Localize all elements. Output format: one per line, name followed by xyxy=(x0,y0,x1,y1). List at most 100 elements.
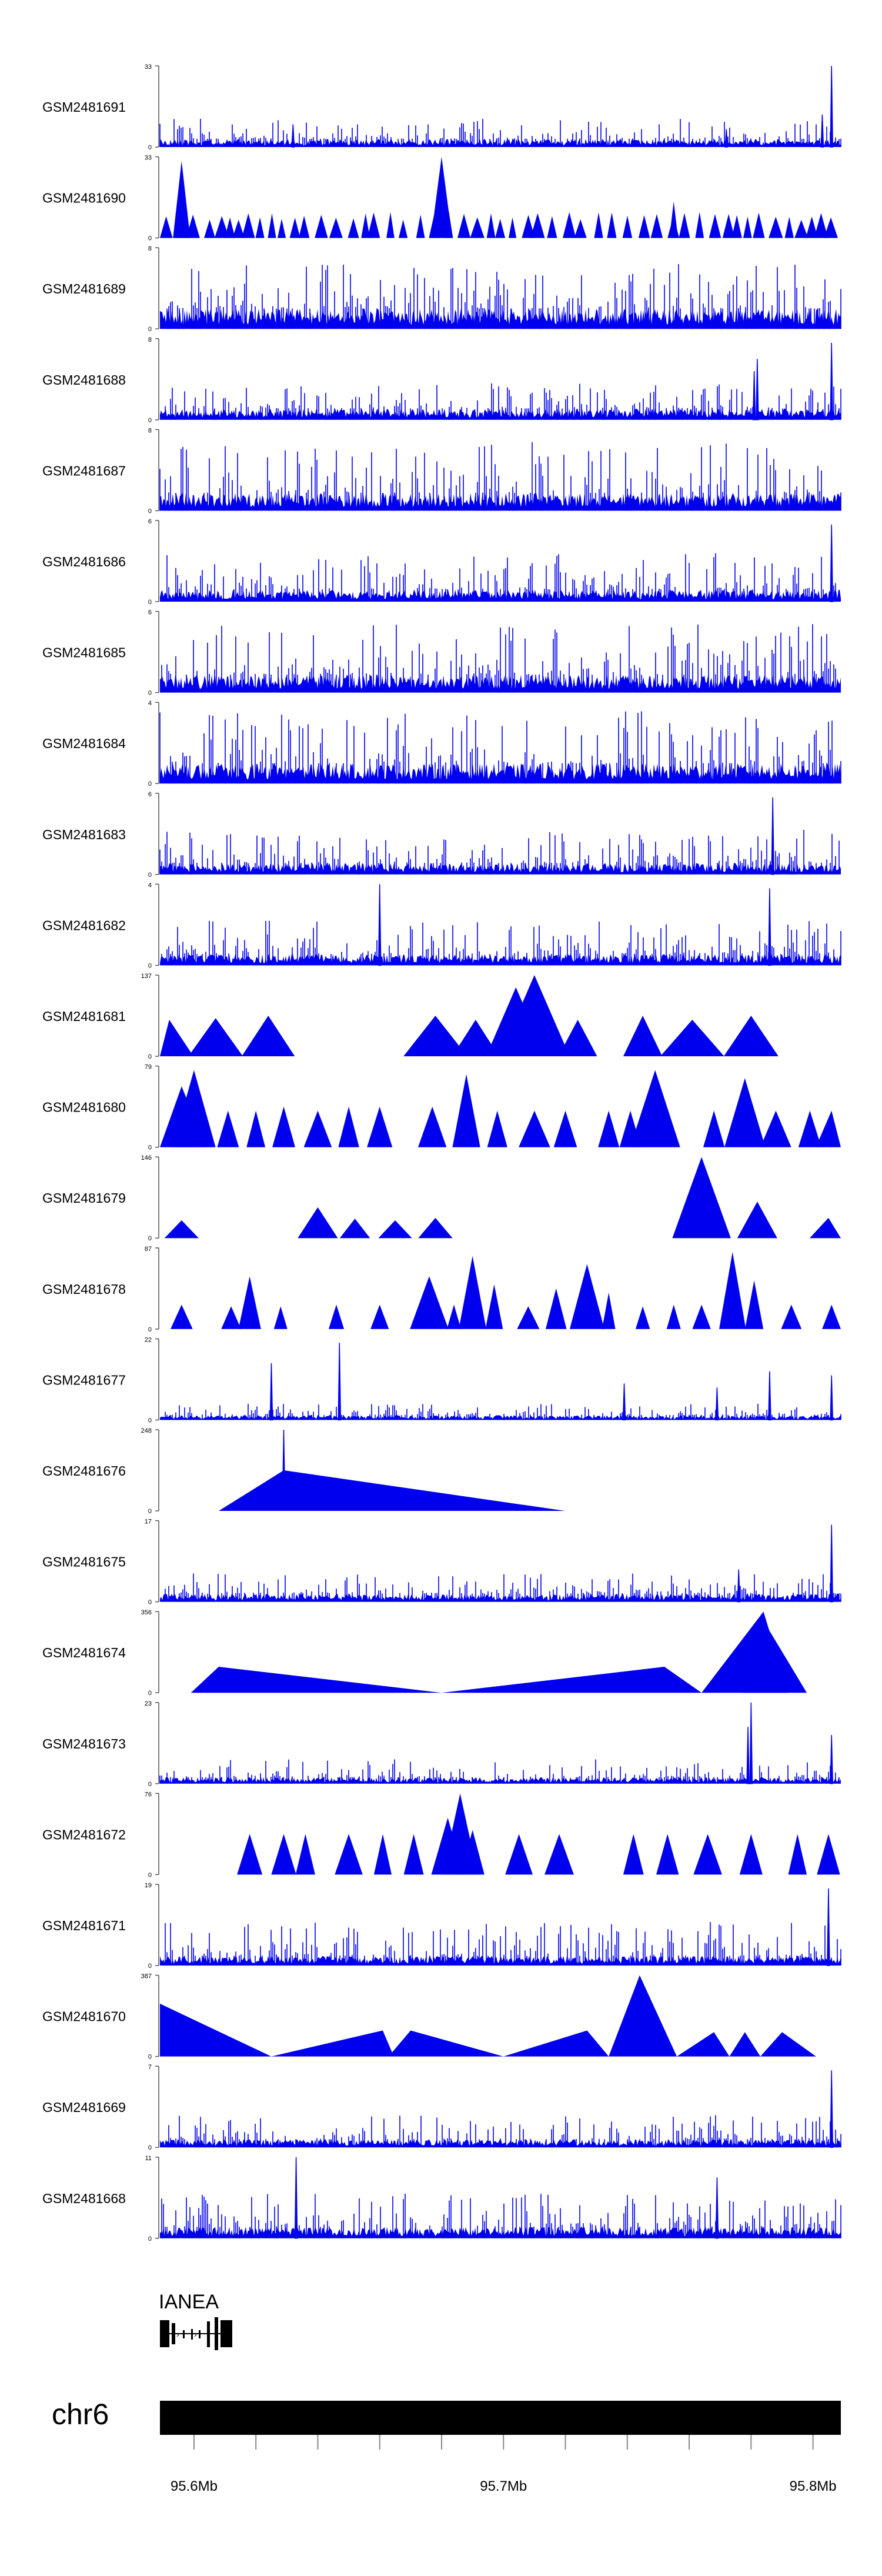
y-max-label: 146 xyxy=(141,1154,152,1162)
y-min-label: 0 xyxy=(148,2235,152,2243)
track-label: GSM2481676 xyxy=(42,1463,126,1479)
coverage-peak xyxy=(703,1110,725,1147)
track-GSM2481683: GSM2481683 6 0 xyxy=(42,791,841,879)
coverage-peak xyxy=(715,1387,719,1421)
y-max-label: 6 xyxy=(148,518,152,525)
coverage-peak xyxy=(558,1019,597,1056)
coverage-peak xyxy=(204,219,216,238)
coverage-spike xyxy=(762,1618,765,1665)
coverage-spikes xyxy=(161,920,841,966)
gene-exon-8 xyxy=(220,2320,232,2347)
gene-exon-1 xyxy=(160,2320,169,2347)
coverage-peak xyxy=(517,1306,540,1329)
coverage-peak xyxy=(410,1276,449,1329)
track-label: GSM2481679 xyxy=(42,1190,126,1206)
track-label: GSM2481688 xyxy=(42,372,126,388)
coverage-peak xyxy=(328,1304,345,1329)
coverage-peak xyxy=(623,1016,663,1056)
coverage-peak xyxy=(635,1306,650,1329)
coverage-peak xyxy=(830,1734,833,1784)
y-min-label: 0 xyxy=(148,1053,152,1060)
chromosome-label: chr6 xyxy=(52,2398,109,2431)
coverage-peak xyxy=(217,1110,239,1147)
coverage-peak xyxy=(530,213,545,238)
coverage-peak xyxy=(743,216,752,238)
track-label: GSM2481685 xyxy=(42,645,126,660)
coverage-peak xyxy=(722,213,735,238)
coverage-peak xyxy=(638,215,650,238)
coverage-spikes xyxy=(161,624,836,693)
coverage-peak xyxy=(486,213,496,238)
track-label: GSM2481691 xyxy=(42,99,126,115)
coverage-peak xyxy=(622,215,633,238)
track-GSM2481674: GSM2481674 356 0 xyxy=(42,1609,807,1697)
coverage-peak xyxy=(746,1727,750,1784)
y-min-label: 0 xyxy=(148,326,152,333)
coverage-peak xyxy=(459,1256,486,1329)
coverage-peak xyxy=(798,1110,821,1147)
coverage-peak xyxy=(672,1157,731,1239)
coverage-area xyxy=(160,1415,841,1420)
axis-ticks: 95.6Mb 95.7Mb 95.8Mb xyxy=(171,2435,837,2494)
coverage-peak xyxy=(237,1834,263,1875)
coverage-peak xyxy=(545,1288,567,1329)
track-label: GSM2481670 xyxy=(42,2009,126,2024)
gene-exon-3 xyxy=(183,2330,185,2338)
coverage-peak xyxy=(830,524,833,602)
y-max-label: 356 xyxy=(141,1609,152,1616)
coverage-peak xyxy=(367,212,380,238)
coverage-peak xyxy=(269,1363,273,1421)
y-min-label: 0 xyxy=(148,1508,152,1515)
coverage-spikes xyxy=(159,711,841,784)
coverage-peak xyxy=(339,1219,370,1239)
gene-exon-4 xyxy=(191,2329,193,2340)
coverage-spikes xyxy=(166,264,841,329)
coverage-peak xyxy=(457,213,471,238)
coverage-peak xyxy=(724,1078,766,1147)
track-GSM2481684: GSM2481684 4 0 xyxy=(42,700,841,788)
coverage-peak xyxy=(737,1569,741,1603)
track-GSM2481688: GSM2481688 8 0 xyxy=(42,336,841,424)
coverage-peak xyxy=(289,218,300,238)
coverage-peak xyxy=(508,217,517,238)
gene-annotation-track: IANEA › › xyxy=(159,2291,232,2350)
coverage-peak xyxy=(160,216,173,238)
coverage-peak xyxy=(650,214,663,238)
coverage-peak xyxy=(447,1304,462,1329)
coverage-peak xyxy=(452,1074,480,1147)
coverage-peak xyxy=(460,1830,485,1875)
track-label: GSM2481684 xyxy=(42,736,126,751)
coverage-peak xyxy=(277,219,286,238)
track-GSM2481676: GSM2481676 248 0 xyxy=(42,1427,566,1515)
coverage-peak xyxy=(295,1834,315,1875)
coverage-peak xyxy=(377,884,382,966)
y-min-label: 0 xyxy=(148,235,152,242)
coverage-peak xyxy=(769,216,783,238)
coverage-peak xyxy=(693,1834,722,1875)
chromosome-ideogram xyxy=(160,2401,841,2435)
coverage-peak xyxy=(160,1019,194,1056)
y-max-label: 137 xyxy=(141,973,152,980)
coverage-peak xyxy=(656,1834,679,1875)
coverage-peak xyxy=(563,212,576,238)
track-label: GSM2481682 xyxy=(42,917,126,933)
coverage-peak xyxy=(679,213,690,238)
gene-exon-2 xyxy=(172,2323,175,2344)
coverage-peak xyxy=(470,217,485,238)
genome-axis: chr6 95.6Mb 95.7Mb 95.8Mb xyxy=(52,2398,841,2494)
gene-exon-5 xyxy=(199,2330,201,2338)
track-GSM2481680: GSM2481680 79 0 xyxy=(42,1064,841,1152)
coverage-peak xyxy=(692,1304,711,1329)
track-GSM2481681: GSM2481681 137 0 xyxy=(42,973,779,1060)
coverage-area xyxy=(219,1470,566,1511)
track-label: GSM2481690 xyxy=(42,191,126,206)
y-min-label: 0 xyxy=(148,599,152,606)
coverage-peak xyxy=(214,216,229,238)
coverage-peak xyxy=(607,212,617,238)
coverage-peak xyxy=(598,1110,620,1147)
coverage-peak xyxy=(273,1306,288,1329)
coverage-peak xyxy=(431,156,452,238)
y-max-label: 19 xyxy=(145,1882,152,1889)
y-min-label: 0 xyxy=(148,1599,152,1606)
